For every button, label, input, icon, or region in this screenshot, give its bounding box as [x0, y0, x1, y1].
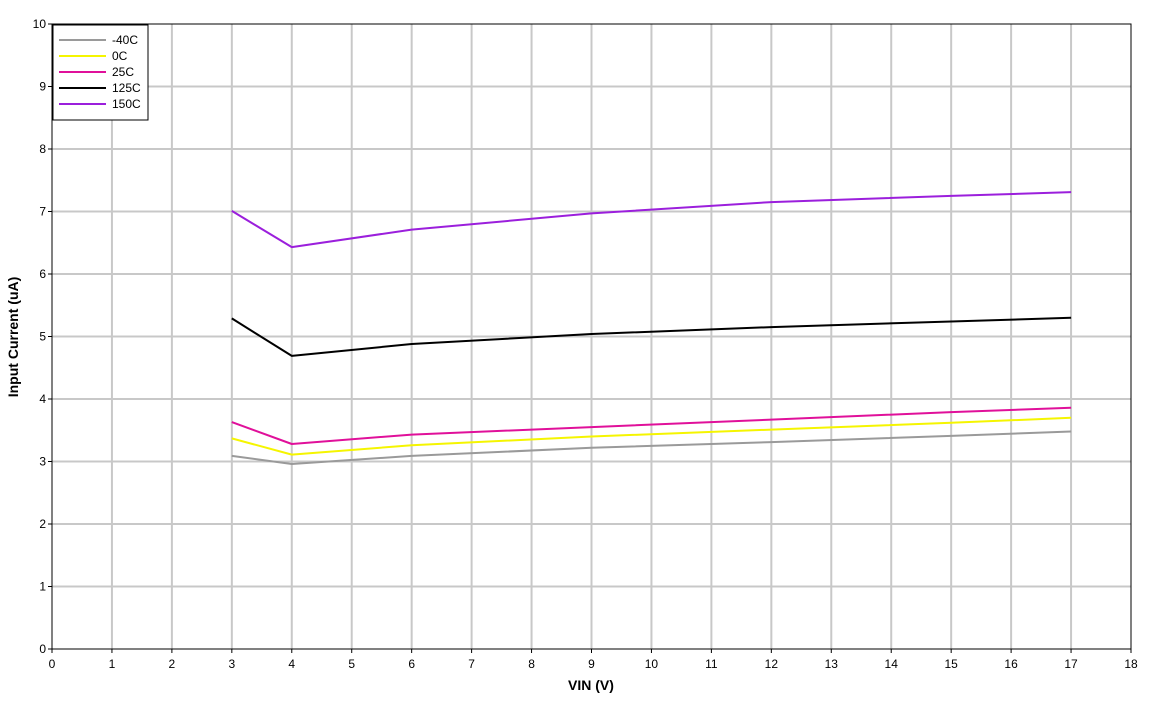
x-tick-label: 10: [645, 657, 659, 671]
x-tick-label: 11: [705, 657, 718, 671]
legend-label: 150C: [112, 97, 141, 111]
y-tick-label: 9: [39, 80, 46, 94]
x-tick-label: 12: [765, 657, 779, 671]
x-tick-label: 5: [348, 657, 355, 671]
x-axis-title: VIN (V): [568, 677, 614, 693]
y-tick-label: 1: [39, 580, 46, 594]
legend-label: 25C: [112, 65, 134, 79]
x-tick-label: 3: [228, 657, 235, 671]
grid: [52, 24, 1131, 649]
series-line-25C: [231, 406, 1072, 445]
y-tick-label: 10: [33, 17, 47, 31]
y-tick-label: 8: [39, 142, 46, 156]
y-tick-label: 6: [39, 267, 46, 281]
legend-label: 0C: [112, 49, 128, 63]
y-tick-label: 7: [39, 205, 46, 219]
x-tick-label: 1: [109, 657, 116, 671]
x-tick-label: 9: [588, 657, 595, 671]
x-tick-label: 18: [1124, 657, 1138, 671]
y-tick-label: 2: [39, 517, 46, 531]
legend-label: -40C: [112, 33, 138, 47]
x-tick-labels: 0 1 2 3 4 5 6 7 8 9 10 11 12 13 14 15 16 17 18: [49, 649, 1138, 671]
y-tick-labels: 0 1 2 3 4 5 6 7 8 9 10: [33, 17, 52, 656]
legend: -40C 0C 25C 125C 150C: [52, 24, 149, 121]
x-tick-label: 15: [944, 657, 958, 671]
x-tick-label: 14: [885, 657, 899, 671]
x-tick-label: 0: [49, 657, 56, 671]
series-lines: [231, 191, 1072, 465]
y-tick-label: 4: [39, 392, 46, 406]
x-tick-label: 17: [1064, 657, 1078, 671]
x-tick-label: 4: [288, 657, 295, 671]
series-line-125C: [231, 316, 1072, 357]
series-line-0C: [231, 416, 1072, 456]
y-tick-label: 3: [39, 455, 46, 469]
series-line-150C: [231, 191, 1072, 249]
x-tick-label: 7: [468, 657, 475, 671]
series-line--40C: [231, 430, 1072, 465]
x-tick-label: 13: [825, 657, 839, 671]
legend-label: 125C: [112, 81, 141, 95]
x-tick-label: 16: [1004, 657, 1018, 671]
x-tick-label: 6: [408, 657, 415, 671]
y-tick-label: 0: [39, 642, 46, 656]
y-axis-title: Input Current (uA): [5, 277, 21, 398]
x-tick-label: 8: [528, 657, 535, 671]
x-tick-label: 2: [169, 657, 176, 671]
y-tick-label: 5: [39, 330, 46, 344]
